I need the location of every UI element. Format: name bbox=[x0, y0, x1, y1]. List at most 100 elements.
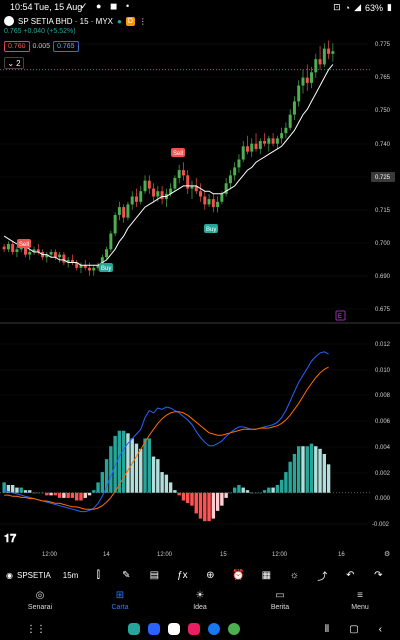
candle-body bbox=[310, 72, 314, 83]
histogram-bar bbox=[211, 492, 216, 519]
time-tick: 12:00 bbox=[42, 552, 58, 558]
nav-item-berita[interactable]: ▭ Berita bbox=[240, 590, 320, 616]
lightbulb-icon: ☀ bbox=[195, 590, 205, 601]
app-icon[interactable] bbox=[128, 623, 140, 635]
histogram-bar bbox=[156, 459, 160, 493]
dots-icon[interactable]: ⋮ bbox=[138, 16, 147, 26]
battery-icon: ▮ bbox=[387, 2, 392, 12]
indicator-collapse-button[interactable]: ⌄ 2 bbox=[4, 57, 24, 69]
dividend-tag[interactable]: D bbox=[125, 16, 135, 26]
nav-label: Menu bbox=[351, 604, 369, 611]
candle-body bbox=[271, 138, 275, 144]
text-note-icon[interactable]: ▤ bbox=[149, 569, 160, 581]
app-icon[interactable] bbox=[168, 623, 180, 635]
candle-body bbox=[79, 265, 83, 268]
candle-body bbox=[322, 48, 326, 65]
candle-body bbox=[88, 267, 92, 271]
histogram-bar bbox=[279, 479, 284, 493]
histogram-bar bbox=[92, 490, 96, 493]
app-icon[interactable] bbox=[188, 623, 200, 635]
back-icon[interactable]: ‹ bbox=[378, 623, 382, 635]
undo-icon[interactable]: ↶ bbox=[346, 569, 355, 581]
candle-body bbox=[122, 207, 126, 218]
price-tick: 0.765 bbox=[375, 75, 391, 81]
chrome-icon[interactable] bbox=[228, 623, 240, 635]
histogram-bar bbox=[100, 472, 105, 493]
buy-price-button[interactable]: 0.765 bbox=[53, 40, 79, 52]
histogram-bar bbox=[87, 492, 92, 496]
idea-icon[interactable]: ☼ bbox=[289, 569, 299, 581]
candle-body bbox=[156, 191, 160, 197]
sell-price-button[interactable]: 0.760 bbox=[4, 40, 30, 52]
earnings-badge[interactable] bbox=[335, 310, 346, 321]
symbol-search-button[interactable]: ◉ SPSETIA bbox=[6, 564, 51, 586]
histogram-bar bbox=[164, 474, 169, 493]
interval-button[interactable]: 15m bbox=[62, 570, 79, 580]
histogram-bar bbox=[70, 492, 75, 498]
recents-icon[interactable]: ⦀ bbox=[324, 623, 330, 635]
indicators-icon[interactable]: ƒx bbox=[177, 569, 188, 581]
nav-item-carta[interactable]: ⊞ Carta bbox=[80, 590, 160, 616]
candle-body bbox=[318, 59, 322, 65]
candle-body bbox=[117, 207, 121, 215]
histogram-bar bbox=[194, 492, 198, 514]
signal-icon: ◢ bbox=[354, 2, 362, 12]
candle-body bbox=[203, 196, 207, 205]
histogram-bar bbox=[198, 492, 203, 519]
nav-label: Berita bbox=[270, 604, 290, 611]
sell-marker: Sell bbox=[17, 239, 31, 248]
add-icon[interactable]: ⊕ bbox=[206, 569, 215, 581]
sell-marker: Sell bbox=[171, 148, 185, 157]
candle-body bbox=[2, 246, 6, 250]
settings-icon[interactable]: ⚙ bbox=[384, 550, 390, 558]
app-icon[interactable] bbox=[148, 623, 160, 635]
chart-toolbar: ◉ SPSETIA 15m ⫿ ✎ ▤ ƒx ⊕ ⏰ ▦ ☼ ⤴ ↶ ↷ bbox=[0, 564, 400, 586]
apps-grid-icon[interactable]: ⋮⋮ bbox=[26, 623, 46, 635]
price-quote: 0.760 0.005 0.765 bbox=[4, 39, 79, 53]
draw-icon[interactable]: ✎ bbox=[122, 569, 131, 581]
price-tick: 0.690 bbox=[375, 274, 391, 280]
histogram-bar bbox=[96, 482, 100, 493]
histogram-bar bbox=[45, 492, 49, 496]
signal-line bbox=[4, 366, 329, 510]
facebook-icon[interactable] bbox=[208, 623, 220, 635]
notification-icons: ✓ ● ◼ • bbox=[80, 1, 133, 11]
nav-item-idea[interactable]: ☀ Idea bbox=[160, 590, 240, 616]
histogram-bar bbox=[28, 490, 32, 493]
histogram-bar bbox=[228, 492, 233, 494]
histogram-bar bbox=[232, 487, 237, 493]
candle-body bbox=[258, 141, 262, 149]
nav-item-senarai[interactable]: ◎ Senarai bbox=[0, 590, 80, 616]
histogram-bar bbox=[57, 492, 62, 498]
home-icon[interactable]: ▢ bbox=[349, 623, 359, 635]
price-change: 0.765 +0.040 (+5.52%) bbox=[4, 28, 76, 35]
candle-body bbox=[15, 249, 19, 252]
candle-body bbox=[237, 159, 241, 168]
histogram-bar bbox=[83, 492, 87, 498]
candle-body bbox=[199, 191, 203, 197]
histogram-bar bbox=[139, 448, 143, 493]
histogram-bar bbox=[151, 456, 156, 493]
candle-body bbox=[45, 254, 49, 258]
redo-icon[interactable]: ↷ bbox=[374, 569, 383, 581]
layout-icon[interactable]: ▦ bbox=[261, 569, 272, 581]
histogram-bar bbox=[19, 487, 23, 493]
histogram-bar bbox=[237, 484, 241, 493]
candle-body bbox=[70, 259, 74, 263]
candle-body bbox=[75, 262, 79, 268]
spread: 0.005 bbox=[32, 42, 51, 50]
candle-body bbox=[32, 249, 36, 252]
symbol-name[interactable]: SP SETIA BHD · 15 · MYX bbox=[18, 16, 113, 26]
histogram-bar bbox=[215, 492, 220, 511]
symbol-header[interactable]: SP SETIA BHD · 15 · MYX ● D ⋮ bbox=[4, 15, 147, 27]
chart-type-icon[interactable]: ⫿ bbox=[96, 569, 100, 581]
macd-tick: 0.006 bbox=[375, 419, 391, 425]
time-tick: 15 bbox=[220, 552, 227, 558]
alert-icon[interactable]: ⏰ bbox=[232, 569, 245, 581]
share-icon[interactable]: ⤴ bbox=[317, 571, 328, 583]
macd-tick: 0.010 bbox=[375, 368, 391, 374]
histogram-bar bbox=[6, 484, 11, 493]
chart-canvas[interactable]: 0.775 0.765 0.750 0.740 0.725 0.715 0.70… bbox=[0, 0, 400, 560]
nav-item-menu[interactable]: ≡ Menu bbox=[320, 590, 400, 616]
histogram-bar bbox=[322, 453, 327, 493]
